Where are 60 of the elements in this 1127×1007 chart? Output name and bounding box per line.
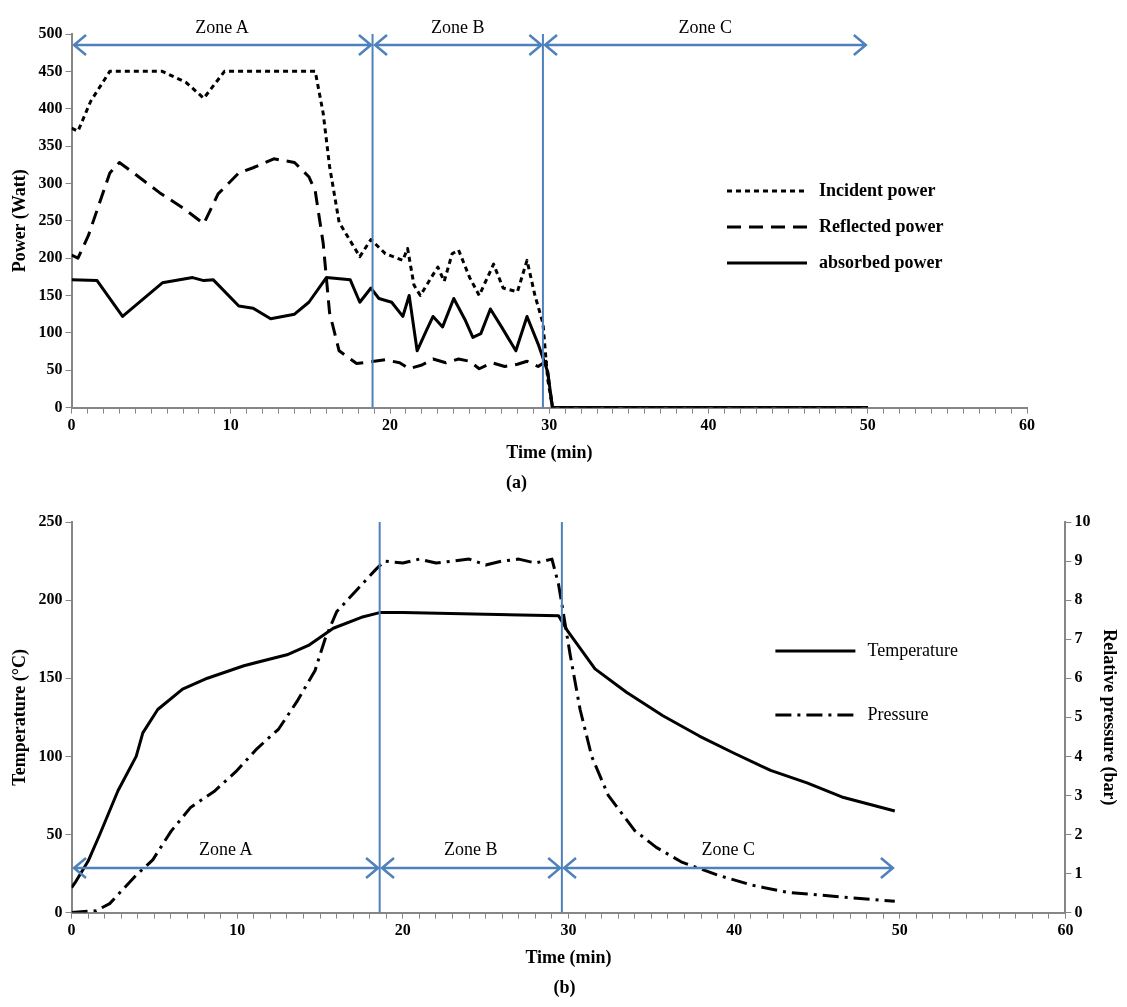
y2-tick-label: 1 [1074, 863, 1083, 881]
annotation: Zone A [198, 839, 253, 860]
x-tick-label: 60 [1057, 921, 1074, 939]
y-tick-label: 200 [38, 590, 63, 608]
y-tick-label: 150 [38, 668, 63, 686]
y-tick-label: 150 [38, 285, 63, 303]
x-tick-label: 10 [222, 416, 239, 434]
y-tick-label: 450 [38, 61, 63, 79]
y2-tick-label: 2 [1074, 824, 1083, 842]
y2-tick-label: 7 [1074, 629, 1083, 647]
y-tick-label: 500 [38, 24, 63, 42]
annotation: Zone B [444, 839, 498, 860]
y-tick-label: 50 [46, 360, 63, 378]
x-tick-label: 20 [382, 416, 399, 434]
x-tick-label: 0 [67, 921, 76, 939]
x-tick-label: 30 [541, 416, 558, 434]
x-tick-label: 20 [394, 921, 411, 939]
y2-tick-label: 0 [1074, 902, 1083, 920]
y-tick-label: 350 [38, 136, 63, 154]
x-tick-label: 10 [229, 921, 246, 939]
y2-tick-label: 8 [1074, 590, 1083, 608]
y-tick-label: 200 [38, 248, 63, 266]
y-tick-label: 300 [38, 173, 63, 191]
y-tick-label: 100 [38, 746, 63, 764]
y-tick-label: 50 [46, 824, 63, 842]
y2-tick-label: 6 [1074, 668, 1083, 686]
text: (a) [506, 471, 527, 493]
y2-axis-title: Relative pressure (bar) [1098, 629, 1120, 806]
y-tick-label: 0 [54, 902, 63, 920]
y2-tick-label: 4 [1074, 746, 1083, 764]
legend-label: Reflected power [819, 215, 944, 236]
y-axis-title: Temperature (°C) [9, 648, 31, 786]
x-tick-label: 50 [891, 921, 908, 939]
annotation: Zone C [701, 839, 756, 860]
x-tick-label: 40 [726, 921, 743, 939]
x-axis-title: Time (min) [506, 442, 593, 464]
x-tick-label: 30 [560, 921, 577, 939]
y2-tick-label: 5 [1074, 707, 1083, 725]
y-tick-label: 100 [38, 323, 63, 341]
y2-tick-label: 3 [1074, 785, 1083, 803]
legend-label: Incident power [819, 179, 936, 200]
annotation: Zone B [430, 16, 485, 37]
y2-tick-label: 10 [1074, 512, 1091, 530]
legend-label: absorbed power [819, 251, 943, 272]
x-axis-title: Time (min) [525, 947, 612, 969]
x-tick-label: 0 [67, 416, 76, 434]
y-axis-title: Power (Watt) [9, 169, 31, 273]
annotation: Zone C [678, 16, 733, 37]
annotation: Zone A [195, 16, 249, 37]
x-tick-label: 60 [1019, 416, 1035, 434]
y-tick-label: 250 [38, 512, 63, 530]
y2-tick-label: 9 [1074, 551, 1083, 569]
y-tick-label: 250 [38, 210, 63, 228]
legend-label: Temperature [867, 639, 959, 660]
y-tick-label: 0 [54, 397, 63, 415]
x-tick-label: 40 [700, 416, 717, 434]
text: (b) [553, 976, 576, 998]
x-tick-label: 50 [859, 416, 876, 434]
y-tick-label: 400 [38, 98, 63, 116]
legend-label: Pressure [867, 703, 929, 724]
